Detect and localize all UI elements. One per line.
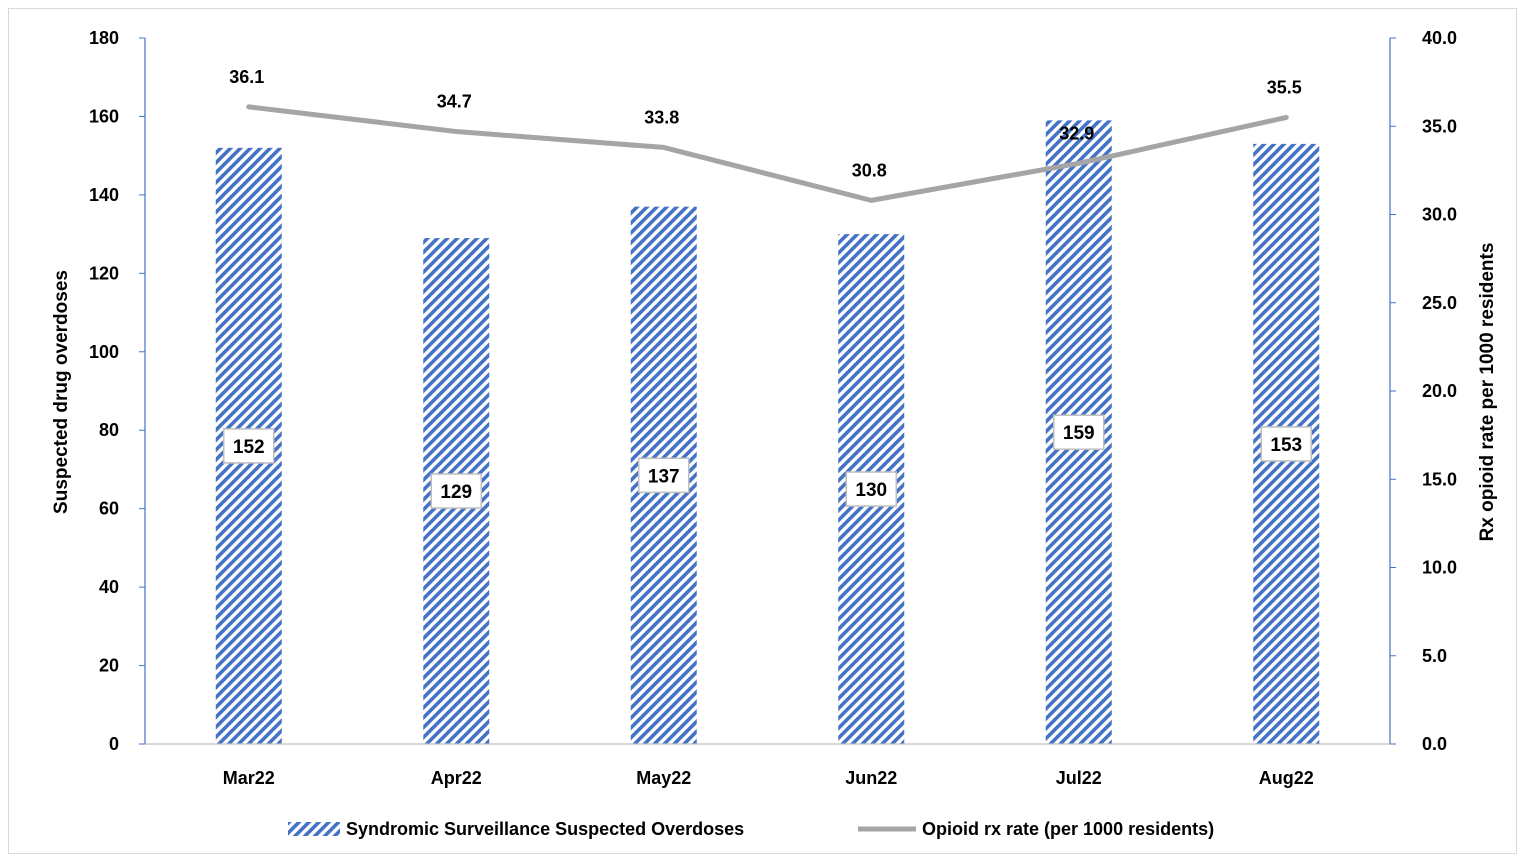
- bar-data-label-box: [430, 473, 482, 509]
- bar-data-label: 137: [648, 466, 680, 487]
- y-left-tick-label: 160: [89, 106, 119, 126]
- y-left-tick-label: 0: [109, 734, 119, 754]
- line-data-label: 34.7: [437, 92, 472, 112]
- legend-label-bars: Syndromic Surveillance Suspected Overdos…: [346, 819, 744, 839]
- y-right-tick-label: 25.0: [1422, 293, 1457, 313]
- x-tick-label: Mar22: [223, 768, 275, 788]
- line-data-label: 35.5: [1267, 77, 1302, 97]
- y-left-tick-label: 80: [99, 420, 119, 440]
- y-axis-left-title: Suspected drug overdoses: [51, 270, 72, 514]
- line-data-label: 30.8: [852, 160, 887, 180]
- y-right-tick-label: 0.0: [1422, 734, 1447, 754]
- y-left-tick-label: 120: [89, 263, 119, 283]
- bar-data-label: 159: [1063, 423, 1095, 444]
- y-right-tick-label: 5.0: [1422, 646, 1447, 666]
- line-opioid-rx-rate: [246, 104, 1289, 203]
- bar-data-label-box: [223, 428, 275, 464]
- x-tick-label: Apr22: [431, 768, 482, 788]
- legend-swatch-bars: [288, 822, 340, 836]
- bar-data-label: 153: [1270, 435, 1302, 456]
- line-labels-group: 36.1 34.7 33.8 30.8 32.9 35.5: [229, 67, 1302, 181]
- y-left-tick-label: 40: [99, 577, 119, 597]
- y-right-tick-label: 20.0: [1422, 381, 1457, 401]
- bar-data-label-box: [638, 457, 690, 494]
- bar-data-label: 129: [440, 482, 472, 503]
- bar-data-label-box: [1260, 426, 1312, 462]
- y-right-tick-label: 15.0: [1422, 469, 1457, 489]
- x-tick-label: Jun22: [845, 768, 897, 788]
- y-right-tick-label: 35.0: [1422, 116, 1457, 136]
- axes-group: 0 20 40 60 80 100 120 140 160 180 0.0 5.0 10.0 15.0 20…: [89, 28, 1457, 788]
- y-left-tick-label: 180: [89, 28, 119, 48]
- bar-labels-group: 152 129 137 130 159 153: [223, 414, 1312, 509]
- y-left-tick-label: 60: [99, 499, 119, 519]
- line-data-label: 32.9: [1059, 123, 1094, 143]
- line-group: [246, 104, 1289, 203]
- y-left-tick-label: 140: [89, 185, 119, 205]
- legend: Syndromic Surveillance Suspected Overdos…: [288, 819, 1214, 839]
- line-data-label: 36.1: [229, 67, 264, 87]
- bar-data-label: 130: [855, 480, 887, 501]
- bar-data-label: 152: [233, 437, 265, 458]
- legend-label-line: Opioid rx rate (per 1000 residents): [922, 819, 1214, 839]
- x-tick-label: Jul22: [1056, 768, 1102, 788]
- y-right-tick-label: 40.0: [1422, 28, 1457, 48]
- y-right-tick-label: 30.0: [1422, 205, 1457, 225]
- y-left-tick-label: 20: [99, 656, 119, 676]
- y-axis-right-title: Rx opioid rate per 1000 residents: [1477, 243, 1498, 542]
- y-right-tick-label: 10.0: [1422, 558, 1457, 578]
- bars-group: [215, 120, 1320, 745]
- line-data-label: 33.8: [644, 107, 679, 127]
- x-tick-label: May22: [636, 768, 691, 788]
- y-left-tick-label: 100: [89, 342, 119, 362]
- x-tick-label: Aug22: [1259, 768, 1314, 788]
- bar-data-label-box: [845, 471, 897, 507]
- bar-data-label-box: [1053, 414, 1105, 450]
